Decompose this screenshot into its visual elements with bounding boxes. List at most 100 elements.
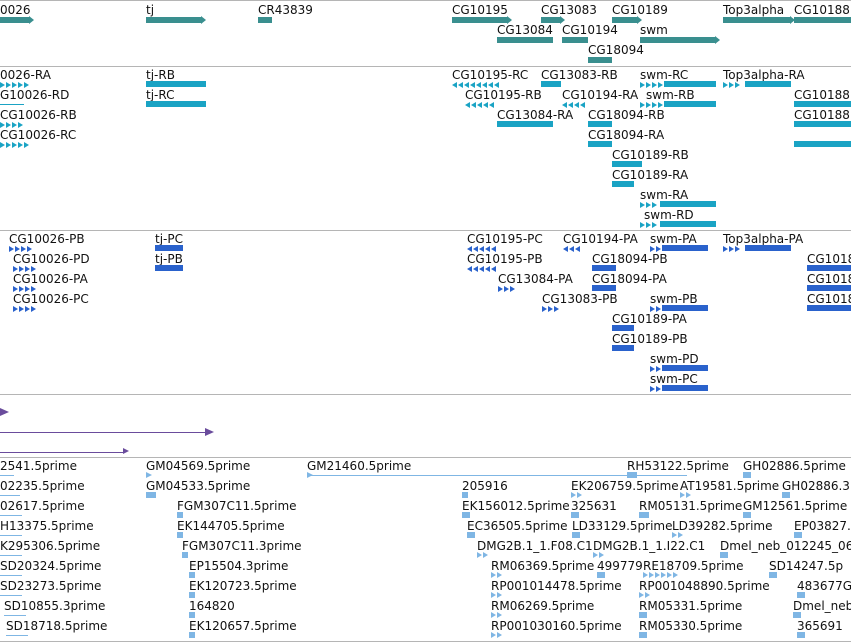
- protein-feature[interactable]: [650, 385, 661, 393]
- est-label[interactable]: EK144705.5prime: [177, 519, 285, 533]
- protein-label[interactable]: CG1018: [807, 292, 851, 306]
- transcript-label[interactable]: 0026-RA: [0, 68, 51, 82]
- transcript-label[interactable]: swm-RD: [644, 208, 694, 222]
- protein-label[interactable]: swm-PB: [650, 292, 698, 306]
- est-label[interactable]: EK120657.5prime: [189, 619, 297, 633]
- transcript-label[interactable]: CG10188: [794, 88, 850, 102]
- gene-feature[interactable]: [497, 37, 553, 43]
- est-feature[interactable]: [794, 532, 802, 538]
- protein-label[interactable]: CG18094-PA: [592, 272, 667, 286]
- transcript-feature[interactable]: [0, 104, 24, 105]
- est-label[interactable]: 02617.5prime: [0, 499, 85, 513]
- protein-feature[interactable]: [542, 305, 559, 313]
- transcript-label[interactable]: CG10188: [794, 108, 850, 122]
- protein-feature[interactable]: [467, 245, 496, 253]
- est-feature[interactable]: [637, 475, 687, 476]
- est-label[interactable]: EP03827.: [794, 519, 851, 533]
- gene-label[interactable]: tj: [146, 3, 155, 17]
- protein-label[interactable]: Top3alpha-PA: [723, 232, 804, 246]
- protein-label[interactable]: CG10195-PC: [467, 232, 543, 246]
- transcript-label[interactable]: CG13083-RB: [541, 68, 618, 82]
- est-feature[interactable]: [182, 552, 188, 558]
- transcript-feature[interactable]: [640, 201, 657, 209]
- protein-label[interactable]: CG10194-PA: [563, 232, 638, 246]
- est-feature[interactable]: [467, 532, 475, 538]
- transcript-feature[interactable]: [497, 121, 553, 127]
- transcript-label[interactable]: CG10194-RA: [562, 88, 639, 102]
- est-label[interactable]: AT19581.5prime: [680, 479, 780, 493]
- protein-feature[interactable]: [498, 285, 515, 293]
- transcript-label[interactable]: G10026-RD: [0, 88, 70, 102]
- protein-feature[interactable]: [662, 245, 708, 251]
- protein-label[interactable]: CG10195-PB: [467, 252, 543, 266]
- transcript-feature[interactable]: [660, 201, 716, 207]
- est-feature[interactable]: [491, 611, 502, 619]
- est-label[interactable]: 325631: [571, 499, 617, 513]
- est-feature[interactable]: [643, 571, 678, 579]
- protein-label[interactable]: CG10026-PD: [13, 252, 90, 266]
- protein-feature[interactable]: [662, 305, 708, 311]
- est-feature[interactable]: [743, 472, 751, 478]
- est-feature[interactable]: [491, 631, 502, 639]
- feature-arrow[interactable]: [0, 408, 9, 416]
- est-label[interactable]: 365691: [797, 619, 843, 633]
- est-label[interactable]: RM06369.5prime: [491, 559, 595, 573]
- est-label[interactable]: FGM307C11.5prime: [177, 499, 297, 513]
- est-feature[interactable]: [477, 551, 488, 559]
- est-label[interactable]: SD10855.3prime: [4, 599, 106, 613]
- gene-label[interactable]: CG13084: [497, 23, 553, 37]
- transcript-feature[interactable]: [452, 81, 499, 89]
- protein-feature[interactable]: [662, 365, 708, 371]
- est-feature[interactable]: [680, 491, 691, 499]
- est-label[interactable]: 205916: [462, 479, 508, 493]
- est-label[interactable]: 499779: [597, 559, 643, 573]
- gene-feature[interactable]: [0, 16, 34, 24]
- feature-arrow[interactable]: [123, 448, 129, 454]
- est-feature[interactable]: [4, 615, 26, 616]
- est-label[interactable]: LD33129.5prime: [572, 519, 673, 533]
- transcript-feature[interactable]: [465, 101, 494, 109]
- gene-label[interactable]: 0026: [0, 3, 31, 17]
- protein-feature[interactable]: [155, 265, 183, 271]
- protein-label[interactable]: swm-PD: [650, 352, 699, 366]
- transcript-feature[interactable]: [612, 181, 634, 187]
- est-feature[interactable]: [6, 635, 28, 636]
- est-label[interactable]: RM05330.5prime: [639, 619, 743, 633]
- transcript-label[interactable]: swm-RC: [640, 68, 689, 82]
- est-feature[interactable]: [797, 592, 805, 598]
- transcript-feature[interactable]: [541, 81, 561, 87]
- est-feature[interactable]: [797, 632, 805, 638]
- est-label[interactable]: SD14247.5p: [769, 559, 844, 573]
- est-label[interactable]: Dmel_neb_012245_06: [720, 539, 851, 553]
- protein-label[interactable]: CG1018: [807, 252, 851, 266]
- est-label[interactable]: 02235.5prime: [0, 479, 85, 493]
- est-feature[interactable]: [0, 575, 22, 576]
- est-feature[interactable]: [491, 591, 502, 599]
- protein-feature[interactable]: [723, 245, 740, 253]
- est-label[interactable]: RP001048890.5prime: [639, 579, 770, 593]
- transcript-feature[interactable]: [0, 141, 29, 149]
- transcript-feature[interactable]: [660, 221, 716, 227]
- protein-feature[interactable]: [592, 285, 616, 291]
- protein-feature[interactable]: [650, 245, 661, 253]
- protein-label[interactable]: CG1018: [807, 272, 851, 286]
- protein-label[interactable]: tj-PC: [155, 232, 183, 246]
- est-feature[interactable]: [639, 612, 647, 618]
- protein-label[interactable]: swm-PC: [650, 372, 698, 386]
- gene-label[interactable]: CG13083: [541, 3, 597, 17]
- est-feature[interactable]: [189, 592, 195, 598]
- gene-feature[interactable]: [541, 16, 565, 24]
- est-feature[interactable]: [720, 552, 728, 558]
- transcript-feature[interactable]: [588, 121, 612, 127]
- transcript-label[interactable]: CG10026-RC: [0, 128, 77, 142]
- est-feature[interactable]: [793, 612, 801, 618]
- transcript-feature[interactable]: [664, 101, 716, 107]
- transcript-label[interactable]: CG13084-RA: [497, 108, 574, 122]
- gene-label[interactable]: CG18094: [588, 43, 644, 57]
- est-feature[interactable]: [0, 475, 14, 476]
- transcript-feature[interactable]: [794, 101, 851, 107]
- est-label[interactable]: 2541.5prime: [0, 459, 77, 473]
- feature-line[interactable]: [0, 452, 124, 453]
- est-label[interactable]: GM12561.5prime: [743, 499, 848, 513]
- gene-feature[interactable]: [640, 36, 720, 44]
